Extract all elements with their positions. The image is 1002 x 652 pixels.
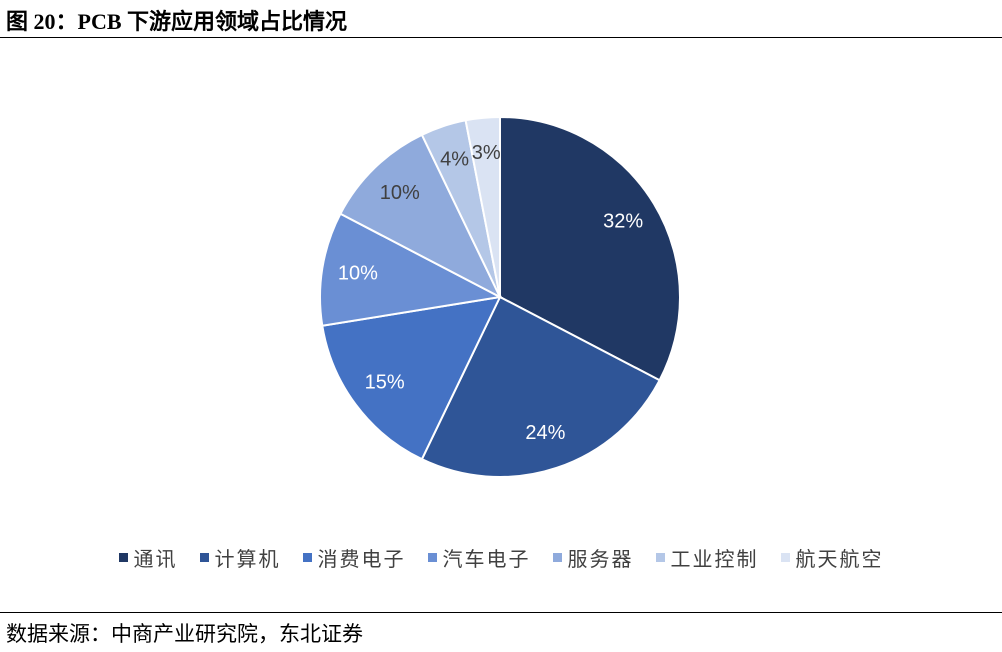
- legend-label: 通讯: [133, 547, 178, 571]
- legend-label: 消费电子: [317, 547, 406, 571]
- legend-item: 航天航空: [780, 543, 884, 572]
- legend-swatch: [199, 553, 209, 562]
- pie-slice: [420, 295, 661, 478]
- legend-item: 服务器: [552, 543, 634, 572]
- data-label: 32%: [603, 211, 643, 233]
- pie-slice: [339, 133, 503, 300]
- legend-item: 工业控制: [655, 543, 759, 572]
- legend-swatch: [780, 553, 790, 562]
- legend-item: 通讯: [118, 543, 178, 572]
- legend-swatch: [655, 553, 665, 562]
- pie-slice: [319, 212, 504, 327]
- legend-swatch: [302, 553, 312, 562]
- legend-item: 计算机: [199, 543, 281, 572]
- rule: [0, 37, 1002, 38]
- data-label: 10%: [338, 262, 378, 284]
- data-label: 10%: [380, 182, 420, 204]
- data-label: 4%: [440, 149, 469, 171]
- legend-label: 服务器: [567, 547, 634, 571]
- data-label: 15%: [365, 371, 405, 393]
- legend-swatch: [552, 553, 562, 562]
- legend-label: 工业控制: [670, 547, 759, 571]
- legend-item: 消费电子: [302, 543, 406, 572]
- pie-slice: [321, 295, 502, 461]
- pie-slice: [464, 115, 501, 298]
- pie-slice: [499, 115, 681, 382]
- legend-label: 汽车电子: [442, 547, 531, 571]
- legend: 通讯 计算机 消费电子 汽车电子 服务器 工业控制 航天航空: [0, 543, 1002, 572]
- chart: 32% 24% 15% 10% 10% 4% 3%: [319, 115, 681, 478]
- chart-title: 图 20：PCB 下游应用领域占比情况: [6, 9, 348, 34]
- legend-item: 汽车电子: [427, 543, 531, 572]
- legend-label: 航天航空: [795, 547, 884, 571]
- data-label: 24%: [525, 422, 565, 444]
- legend-swatch: [427, 553, 437, 562]
- rule: [0, 612, 1002, 613]
- source-note: 数据来源：中商产业研究院，东北证券: [6, 622, 363, 646]
- data-label: 3%: [472, 142, 501, 164]
- legend-label: 计算机: [214, 547, 281, 571]
- legend-swatch: [118, 553, 128, 562]
